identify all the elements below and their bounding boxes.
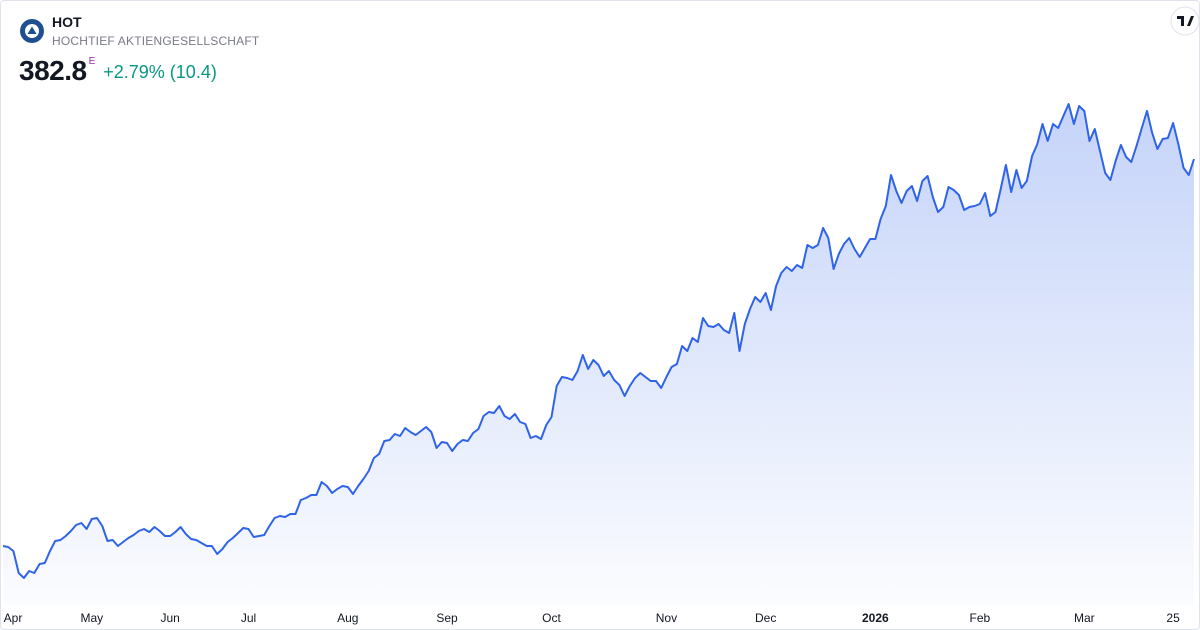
company-name: HOCHTIEF AKTIENGESELLSCHAFT (52, 34, 260, 48)
logo-glyph (1177, 16, 1194, 26)
x-tick-label: Jul (241, 611, 256, 625)
x-tick-label: Mar (1074, 611, 1095, 625)
logo-badge (1170, 6, 1199, 36)
x-tick-label: Feb (969, 611, 990, 625)
x-tick-label: Jun (160, 611, 179, 625)
area-fill (3, 104, 1194, 605)
x-tick-label: Apr (4, 611, 23, 625)
quote: 382.8 E +2.79% (10.4) (19, 55, 217, 87)
symbol-logo (20, 19, 44, 43)
x-tick-label: 25 (1166, 611, 1180, 625)
x-tick-label: Oct (542, 611, 561, 625)
change: +2.79% (10.4) (103, 62, 217, 82)
symbol: HOT (52, 14, 82, 30)
x-tick-label: Dec (755, 611, 776, 625)
price: 382.8 (19, 55, 87, 86)
price-line (2, 103, 1195, 579)
x-tick-label: 2026 (862, 611, 889, 625)
badge: E (88, 56, 96, 67)
x-tick-label: Aug (337, 611, 358, 625)
x-tick-label: May (80, 611, 103, 625)
x-tick-label: Nov (656, 611, 677, 625)
x-tick-label: Sep (436, 611, 458, 625)
tv-logo[interactable] (1170, 6, 1199, 36)
